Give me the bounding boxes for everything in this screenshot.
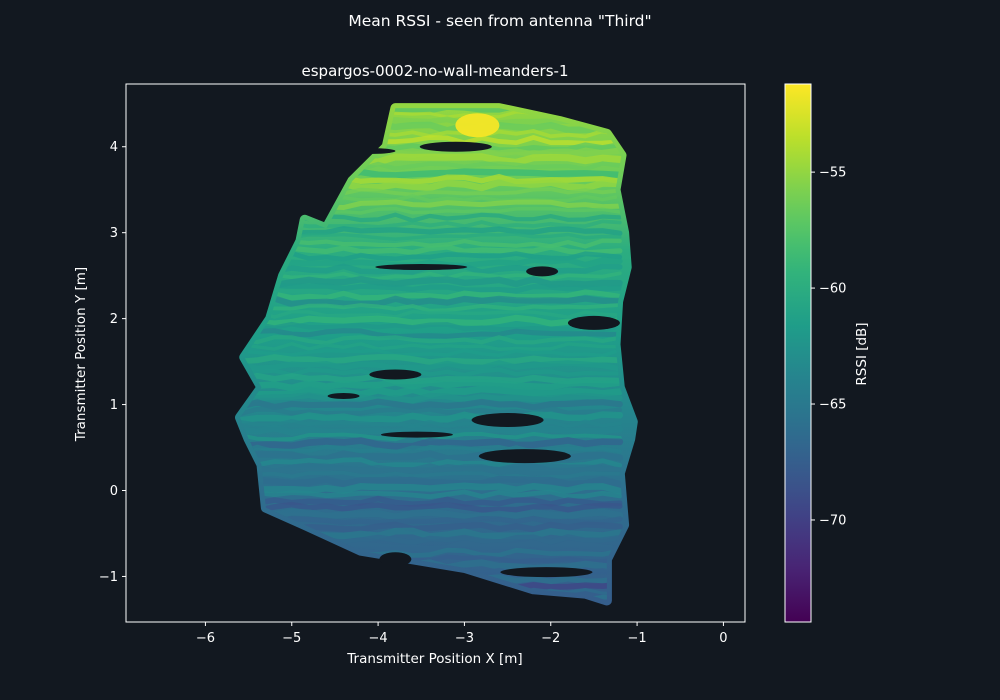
data-gap: [381, 432, 453, 438]
colorbar: [785, 84, 811, 622]
y-tick-label: 3: [110, 226, 118, 241]
data-gap: [472, 413, 544, 427]
x-axis-ticks: −6 −5 −4 −3 −2 −1 0: [196, 622, 728, 646]
x-axis-label: Transmitter Position X [m]: [346, 651, 522, 667]
data-gap: [526, 266, 558, 276]
data-gap: [328, 393, 360, 399]
plot-area: [223, 105, 633, 606]
x-tick-label: −4: [369, 631, 388, 646]
scatter-stripe: [223, 531, 620, 537]
y-tick-label: 2: [110, 312, 118, 327]
data-gap: [375, 264, 467, 270]
scatter-stripe: [223, 299, 620, 305]
y-axis-label: Transmitter Position Y [m]: [73, 267, 89, 442]
x-tick-label: −2: [541, 631, 560, 646]
x-tick-label: 0: [719, 631, 727, 646]
colorbar-tick-label: −65: [819, 398, 846, 413]
scatter-stripe: [223, 486, 620, 491]
data-gap: [343, 148, 395, 154]
data-gap: [500, 567, 592, 577]
scatter-stripe: [223, 479, 620, 484]
data-gap: [479, 449, 571, 463]
data-gap: [568, 316, 620, 330]
colorbar-tick-label: −55: [819, 166, 846, 181]
scatter-stripe: [223, 602, 620, 607]
data-gap: [420, 142, 492, 152]
x-tick-label: −3: [455, 631, 474, 646]
y-tick-label: 4: [110, 140, 118, 155]
y-tick-label: 0: [110, 484, 118, 499]
y-tick-label: −1: [99, 570, 118, 585]
chart-title: espargos-0002-no-wall-meanders-1: [302, 62, 569, 80]
figure-suptitle: Mean RSSI - seen from antenna "Third": [348, 12, 651, 30]
scatter-stripe: [223, 382, 620, 388]
y-axis-ticks: −1 0 1 2 3 4: [99, 140, 126, 585]
scatter-stripe: [223, 415, 620, 421]
rssi-peak: [455, 113, 499, 137]
x-tick-label: −5: [282, 631, 301, 646]
data-gap: [379, 552, 411, 566]
scatter-stripe: [223, 395, 620, 400]
colorbar-label: RSSI [dB]: [854, 322, 870, 385]
colorbar-tick-label: −60: [819, 282, 846, 297]
colorbar-ticks: −55 −60 −65 −70: [811, 166, 846, 529]
colorbar-tick-label: −70: [819, 513, 846, 528]
y-tick-label: 1: [110, 398, 118, 413]
data-gap: [369, 369, 421, 379]
x-tick-label: −1: [627, 631, 646, 646]
x-tick-label: −6: [196, 631, 215, 646]
